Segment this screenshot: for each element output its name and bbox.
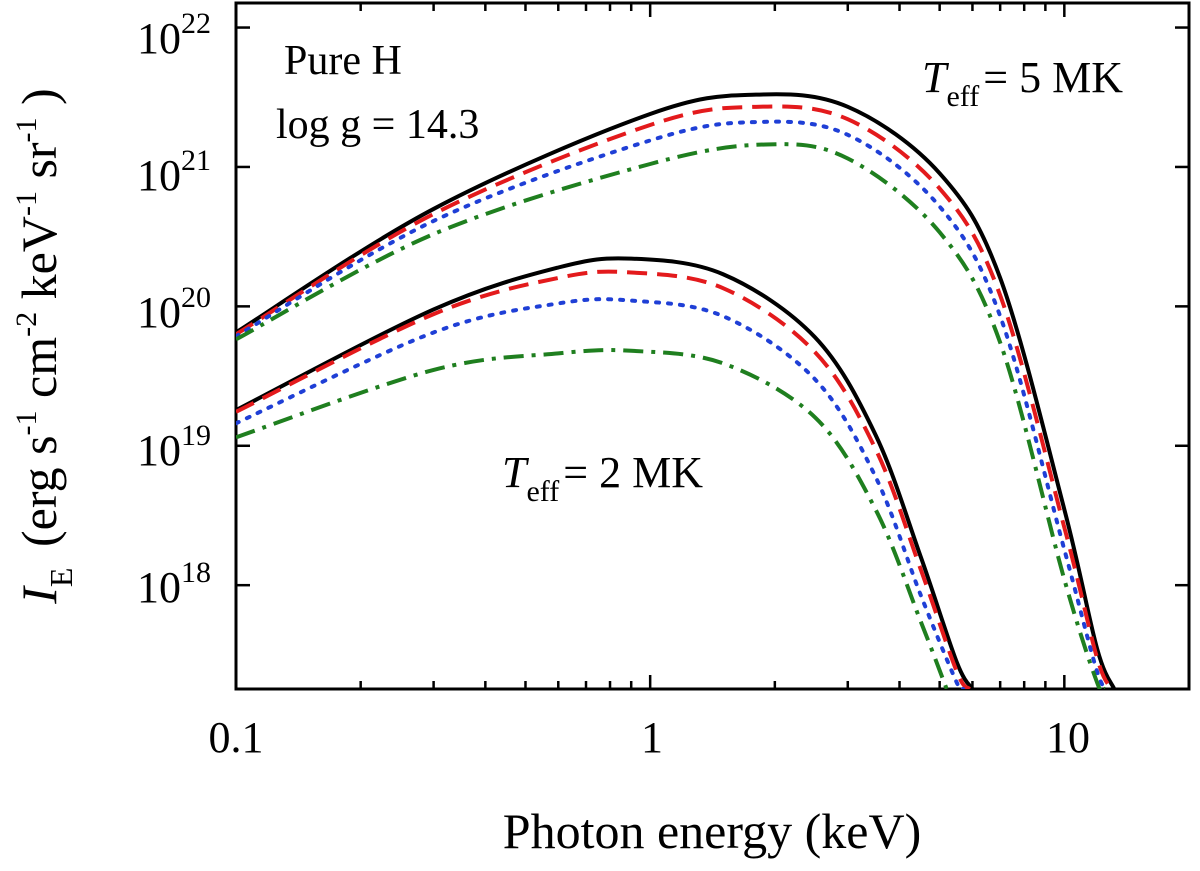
y-tick-label-1e20: 10 20 (137, 281, 211, 337)
series-line-2mk-solid (236, 256, 975, 689)
y-axis-title: IE (erg s-1 cm-2 keV-1 sr-1 ) (10, 88, 79, 604)
series-line-2mk-dotted (236, 297, 966, 689)
series-line-5mk-dashdot (236, 142, 1107, 689)
x-tick-label-10: 10 (1046, 713, 1090, 762)
annotation-pure-h: Pure H (284, 38, 402, 84)
plot-frame (234, 1, 1191, 691)
annotation-teff-2mk: Teff= 2 MK (502, 448, 703, 508)
series-line-5mk-solid (236, 92, 1117, 689)
axis-ticks (234, 3, 1191, 689)
series-lines (236, 92, 1117, 689)
svg-text:10: 10 (137, 426, 181, 475)
series-line-2mk-dashed (236, 269, 972, 689)
svg-text:10: 10 (137, 14, 181, 63)
annotation-log-g: log g = 14.3 (276, 102, 479, 148)
svg-text:22: 22 (181, 7, 211, 40)
series-line-5mk-dashed (236, 104, 1114, 689)
svg-text:10: 10 (137, 288, 181, 337)
annotation-teff-5mk: Teff= 5 MK (922, 53, 1123, 113)
svg-text:19: 19 (181, 419, 211, 452)
svg-text:18: 18 (181, 556, 211, 589)
x-tick-label-0.1: 0.1 (209, 713, 264, 762)
x-tick-label-1: 1 (641, 713, 663, 762)
x-axis-title: Photon energy (keV) (503, 803, 921, 859)
svg-text:10: 10 (137, 151, 181, 200)
svg-text:20: 20 (181, 281, 211, 314)
series-line-2mk-dashdot (236, 348, 949, 689)
y-tick-label-1e18: 10 18 (137, 556, 211, 612)
svg-text:10: 10 (137, 563, 181, 612)
svg-text:21: 21 (181, 144, 211, 177)
y-tick-label-1e19: 10 19 (137, 419, 211, 475)
series-line-5mk-dotted (236, 119, 1111, 689)
svg-text:IE (erg s-1 cm-2 keV-1 sr-1 ): IE (erg s-1 cm-2 keV-1 sr-1 ) (10, 88, 79, 604)
y-tick-label-1e22: 10 22 (137, 7, 211, 63)
y-tick-label-1e21: 10 21 (137, 144, 211, 200)
